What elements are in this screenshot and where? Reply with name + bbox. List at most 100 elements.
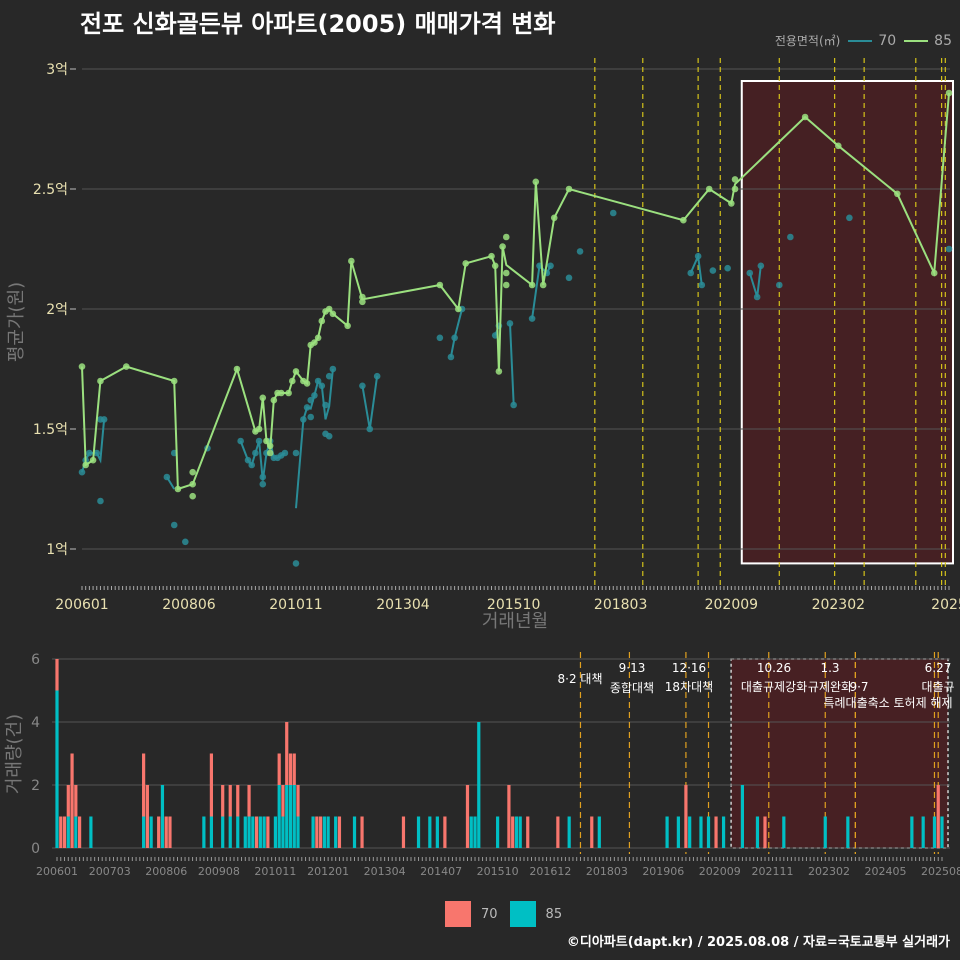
- volume-bar-70: [66, 785, 70, 817]
- series-85: [78, 89, 953, 500]
- volume-bar-85: [665, 816, 669, 848]
- volume-bar-85: [243, 816, 247, 848]
- y-axis-title: 평균가(원): [6, 282, 27, 362]
- data-point: [307, 396, 315, 404]
- data-point: [945, 245, 953, 253]
- data-point: [292, 560, 300, 567]
- data-point: [731, 176, 739, 183]
- data-point: [233, 365, 241, 373]
- legend-item-70: 70: [848, 33, 896, 49]
- legend-label-70: 70: [878, 32, 897, 49]
- data-point: [300, 416, 307, 423]
- volume-bar-85: [285, 785, 289, 848]
- policy-label-top: 12·16: [672, 661, 706, 675]
- volume-bar-70: [556, 816, 560, 848]
- volume-bar-85: [518, 816, 522, 848]
- data-point: [787, 233, 794, 241]
- data-point: [292, 449, 300, 457]
- volume-x-tick-label: 201011: [254, 865, 296, 878]
- data-point: [846, 214, 853, 222]
- volume-bar-70: [315, 816, 319, 848]
- data-point: [694, 252, 702, 260]
- volume-y-tick-label: 0: [31, 841, 40, 857]
- y-tick-label: 1.5억: [33, 422, 68, 438]
- data-point: [447, 353, 455, 361]
- volume-bar-85: [676, 816, 680, 848]
- volume-bar-70: [465, 785, 470, 848]
- data-point: [528, 281, 536, 289]
- data-point: [189, 468, 196, 476]
- data-point: [757, 262, 765, 270]
- volume-bar-85: [823, 816, 827, 848]
- volume-x-tick-label: 201612: [529, 865, 571, 878]
- data-point: [366, 425, 374, 433]
- legend-title: 전용면적(㎡): [774, 34, 841, 48]
- data-point: [314, 377, 322, 385]
- data-point: [259, 394, 267, 402]
- data-point: [248, 461, 256, 469]
- volume-bar-70: [590, 816, 594, 848]
- volume-bar-85: [326, 816, 330, 848]
- volume-y-axis-title: 거래량(건): [4, 714, 25, 794]
- volume-bar-85: [251, 816, 255, 848]
- volume-x-tick-label: 202508: [921, 865, 960, 878]
- data-point: [259, 473, 267, 481]
- volume-bar-70: [936, 785, 940, 848]
- volume-bar-85: [322, 816, 326, 848]
- volume-bar-70: [277, 753, 281, 785]
- data-point: [263, 437, 270, 445]
- data-point: [255, 425, 263, 433]
- y-tick-label: 2.5억: [33, 182, 68, 198]
- data-point: [266, 442, 274, 450]
- chart-title: 전포 신화골든뷰 아파트(2005) 매매가격 변화: [80, 10, 556, 38]
- volume-bar-70: [288, 753, 293, 785]
- policy-label-top: 6.27: [925, 661, 952, 675]
- data-point: [170, 377, 178, 385]
- data-point: [462, 260, 469, 267]
- policy-label-bottom: 규제완화: [808, 680, 852, 694]
- volume-x-tick-label: 200806: [145, 865, 187, 878]
- volume-bar-85: [597, 816, 601, 848]
- data-point: [122, 363, 130, 370]
- volume-legend-label-85: 85: [545, 906, 563, 922]
- volume-bar-85: [89, 816, 93, 848]
- data-point: [311, 339, 318, 346]
- data-point: [307, 413, 315, 421]
- data-point: [576, 248, 584, 255]
- data-point: [182, 538, 189, 546]
- data-point: [539, 281, 547, 289]
- data-point: [528, 315, 536, 322]
- volume-y-tick-label: 4: [31, 715, 40, 731]
- volume-bar-85: [496, 816, 500, 848]
- legend-label-85: 85: [934, 32, 952, 49]
- data-point: [322, 401, 329, 409]
- data-point: [163, 473, 171, 481]
- volume-bar-70: [59, 816, 63, 848]
- data-point: [547, 262, 554, 270]
- data-point: [174, 485, 182, 493]
- data-point: [303, 380, 311, 387]
- volume-bar-85: [334, 816, 338, 848]
- volume-bar-85: [428, 816, 432, 848]
- data-point: [709, 267, 717, 274]
- data-point: [724, 264, 731, 272]
- data-point: [285, 389, 292, 397]
- policy-label-bottom: 18차대책: [665, 679, 713, 694]
- data-point: [502, 233, 510, 241]
- data-point: [189, 480, 196, 488]
- volume-x-tick-label: 202405: [865, 865, 907, 878]
- volume-bar-70: [296, 785, 300, 817]
- volume-bar-70: [285, 722, 289, 785]
- data-point: [680, 216, 687, 224]
- data-point: [100, 416, 108, 423]
- volume-bar-85: [473, 816, 477, 848]
- x-tick-label: 202302: [812, 597, 865, 613]
- policy-label-bottom: 대출규: [921, 680, 954, 694]
- x-tick-label: 200601: [55, 597, 108, 613]
- data-point: [502, 269, 510, 277]
- data-point: [894, 190, 901, 198]
- volume-bar-85: [416, 816, 421, 848]
- volume-x-tick-label: 201304: [364, 865, 406, 878]
- data-point: [259, 480, 267, 488]
- volume-legend-swatch-85: [509, 901, 536, 927]
